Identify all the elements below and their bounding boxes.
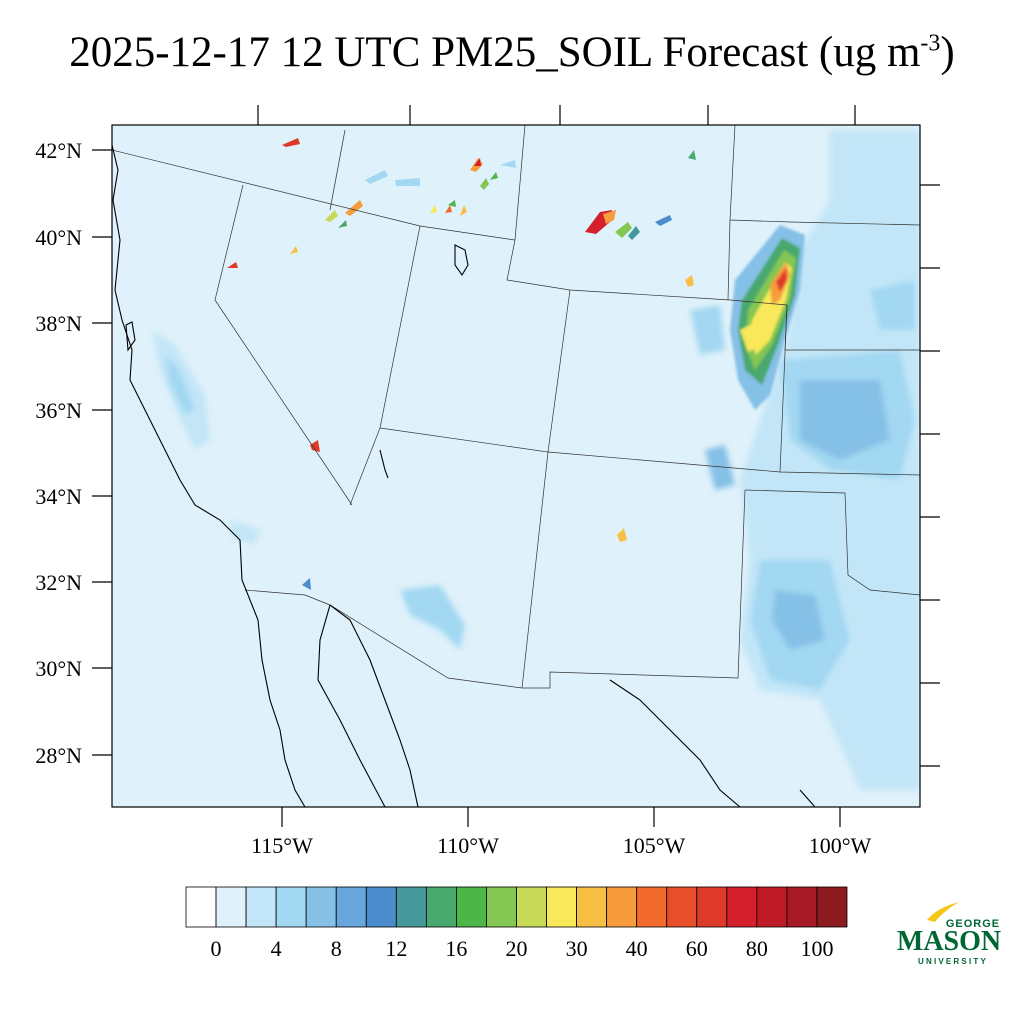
- title-superscript: -3: [920, 30, 941, 57]
- map-title: 2025-12-17 12 UTC PM25_SOIL Forecast (ug…: [0, 28, 1024, 77]
- colorbar-label: 16: [445, 936, 467, 961]
- colorbar-swatch: [395, 886, 427, 928]
- logo-line3: UNIVERSITY: [918, 957, 988, 966]
- colorbar-label: 30: [566, 936, 588, 961]
- colorbar-swatch: [666, 886, 698, 928]
- colorbar-swatch: [756, 886, 788, 928]
- lat-label: 42°N: [35, 138, 82, 163]
- colorbar-label: 40: [626, 936, 648, 961]
- colorbar-label: 8: [331, 936, 342, 961]
- concentration-field: [152, 130, 920, 790]
- colorbar-swatch: [606, 886, 638, 928]
- lat-label: 28°N: [35, 743, 82, 768]
- right-ticks: [920, 184, 940, 767]
- lon-label: 115°W: [251, 833, 313, 858]
- logo-line2: MASON: [897, 926, 1001, 957]
- colorbar-label: 20: [506, 936, 528, 961]
- colorbar-label: 0: [211, 936, 222, 961]
- colorbar-swatch: [365, 886, 397, 928]
- longitude-labels: 115°W 110°W 105°W 100°W: [251, 833, 871, 858]
- gmu-logo: GEORGE MASON UNIVERSITY: [897, 902, 1001, 966]
- colorbar-swatch: [786, 886, 818, 928]
- colorbar-label: 60: [686, 936, 708, 961]
- dust-plume: [730, 225, 805, 410]
- colorbar-swatch: [486, 886, 517, 928]
- state-boundaries: [112, 125, 920, 689]
- colorbar-swatch: [576, 886, 608, 928]
- colorbar-swatch: [425, 886, 457, 928]
- colorbar-swatch: [245, 886, 277, 928]
- colorbar-swatch: [456, 886, 487, 928]
- lon-label: 105°W: [623, 833, 686, 858]
- colorbar-label: 4: [271, 936, 282, 961]
- colorbar-swatch: [335, 886, 367, 928]
- colorbar-label: 80: [746, 936, 768, 961]
- colorbar-swatch: [816, 886, 848, 928]
- bottom-ticks: [281, 807, 841, 827]
- colorbar-swatch: [215, 886, 247, 928]
- latitude-labels: 42°N 40°N 38°N 36°N 34°N 32°N 30°N 28°N: [35, 138, 82, 768]
- lon-label: 110°W: [437, 833, 499, 858]
- lat-label: 30°N: [35, 656, 82, 681]
- lat-label: 36°N: [35, 398, 82, 423]
- idaho-hotspots: [227, 138, 627, 590]
- top-ticks: [257, 105, 856, 125]
- lat-label: 40°N: [35, 225, 82, 250]
- title-close: ): [940, 29, 955, 76]
- colorbar-swatch: [305, 886, 337, 928]
- colorbar-swatch: [546, 886, 577, 928]
- colorbar-swatch: [696, 886, 728, 928]
- colorbar-swatch: [636, 886, 668, 928]
- title-main: 2025-12-17 12 UTC PM25_SOIL Forecast (ug…: [69, 29, 921, 76]
- lon-label: 100°W: [809, 833, 872, 858]
- colorbar-label: 12: [385, 936, 407, 961]
- plains-shading: [152, 130, 920, 790]
- coastlines: [112, 144, 816, 807]
- wyoming-hotspots: [585, 150, 696, 287]
- logo-line1: GEORGE: [946, 918, 1000, 930]
- colorbar: [185, 886, 848, 928]
- colorbar-label: 100: [800, 936, 833, 961]
- colorbar-swatch: [516, 886, 547, 928]
- colorbar-swatch: [726, 886, 758, 928]
- lat-label: 34°N: [35, 484, 82, 509]
- lat-label: 32°N: [35, 570, 82, 595]
- logo-swoosh: [927, 902, 959, 922]
- colorbar-swatch: [275, 886, 307, 928]
- plot-frame: [111, 124, 921, 808]
- colorbar-labels: 0 4 8 12 16 20 30 40 60 80 100: [211, 936, 834, 961]
- colorbar-swatch: [185, 886, 217, 928]
- lat-label: 38°N: [35, 311, 82, 336]
- left-ticks: [92, 149, 112, 756]
